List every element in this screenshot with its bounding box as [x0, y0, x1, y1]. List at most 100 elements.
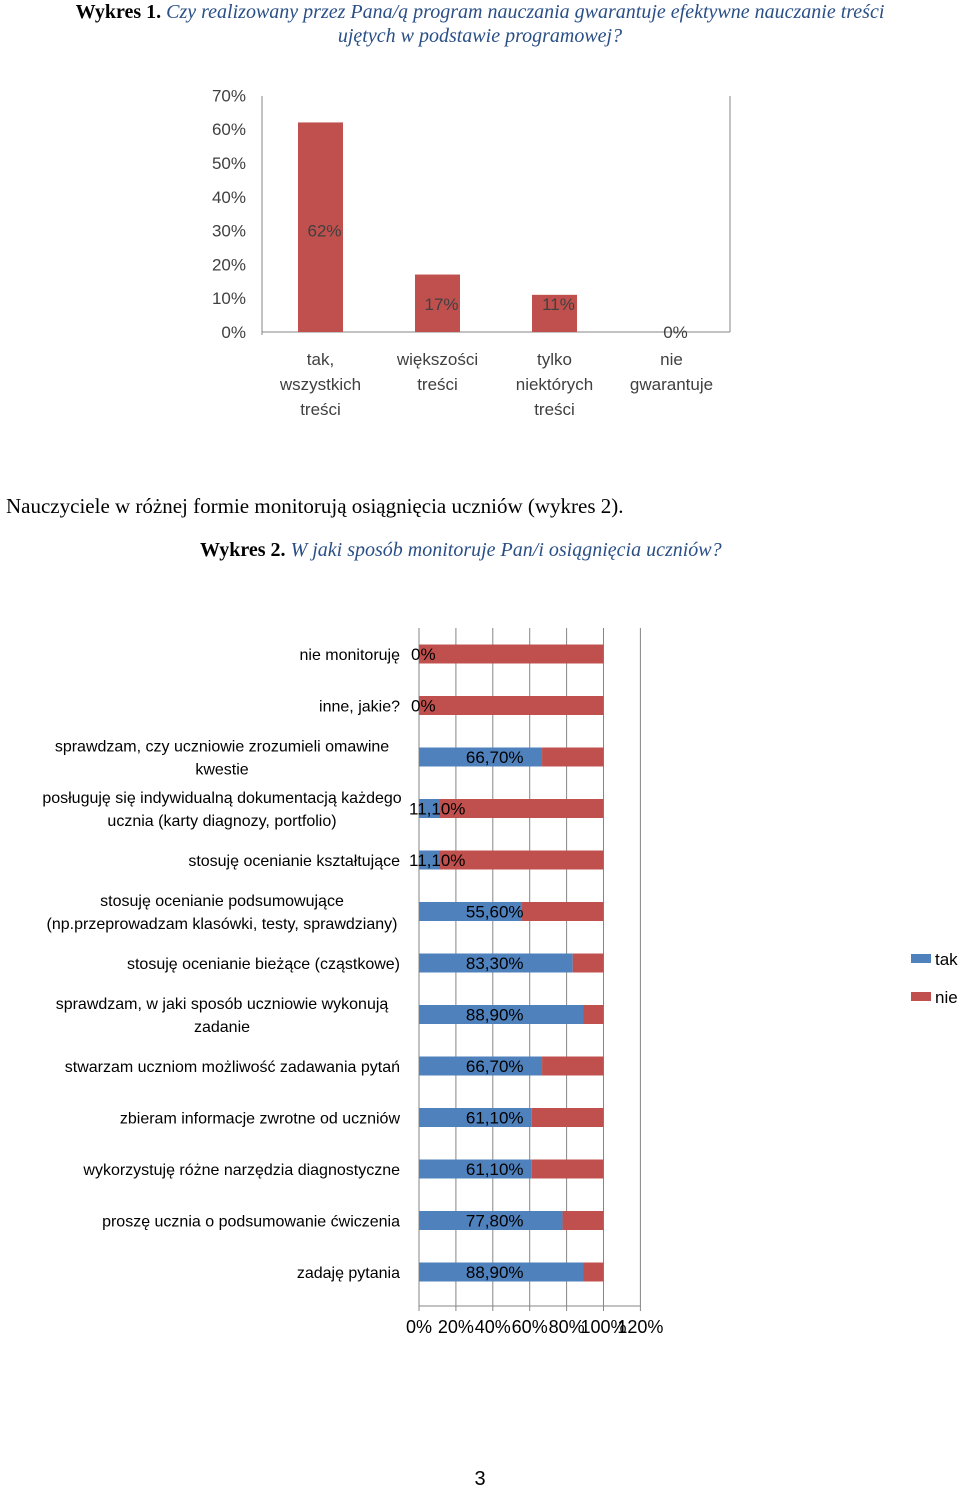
chart2-data-label: 55,60%	[466, 903, 524, 922]
chart2-bar-nie	[583, 1005, 604, 1024]
chart1-y-tick-label: 50%	[212, 154, 246, 173]
chart2-category-label: proszę ucznia o podsumowanie ćwiczenia	[102, 1214, 400, 1231]
caption2-prefix: Wykres 2.	[200, 539, 286, 561]
chart2-bar-nie	[542, 1056, 604, 1076]
chart2-x-tick-label: 120%	[617, 1317, 663, 1337]
chart1-bar	[298, 122, 343, 332]
chart2-data-label: 88,90%	[466, 1006, 524, 1025]
chart2-category-label: zadanie	[194, 1019, 250, 1036]
chart2-bar-tak	[419, 1108, 532, 1127]
chart2-bar-tak	[419, 953, 573, 973]
chart2-bar-tak	[419, 850, 440, 870]
chart2-bar-nie	[531, 1108, 604, 1127]
chart1-data-label: 62%	[307, 222, 341, 241]
chart2-x-tick-label: 100%	[580, 1317, 626, 1337]
caption2-text: W jaki sposób monitoruje Pan/i osiągnięc…	[290, 539, 722, 561]
chart2-data-label: 77,80%	[466, 1212, 524, 1231]
chart2-data-label: 66,70%	[466, 1057, 524, 1076]
chart1-category-label: tak,	[307, 350, 334, 369]
chart1-category-label: tylko	[537, 350, 572, 369]
chart2-data-label: 83,30%	[466, 954, 524, 973]
chart2-bar-nie	[583, 1262, 604, 1282]
chart2-category-label: stosuję ocenianie bieżące (cząstkowe)	[127, 956, 400, 973]
chart2-legend-label: nie	[935, 988, 958, 1007]
chart2-x-tick-label: 80%	[549, 1317, 585, 1337]
page-number: 3	[474, 1468, 486, 1490]
chart1-bar	[415, 274, 460, 332]
chart2-data-label: 61,10%	[466, 1160, 524, 1179]
chart2-data-label: 0%	[411, 697, 436, 716]
chart2-category-label: posługuję się indywidualną dokumentacją …	[42, 790, 401, 807]
chart2-category-label: stosuję ocenianie podsumowujące	[100, 893, 344, 910]
chart2-category-label: zbieram informacje zwrotne od uczniów	[120, 1111, 401, 1128]
chart2-data-label: 61,10%	[466, 1109, 524, 1128]
chart1-data-label: 0%	[663, 323, 688, 342]
caption1-prefix: Wykres 1.	[75, 1, 162, 23]
chart2-bar-tak	[419, 1211, 563, 1230]
chart1-category-label: wszystkich	[279, 375, 361, 394]
chart2-x-tick-label: 0%	[406, 1317, 432, 1337]
chart2-bar-nie	[572, 953, 604, 973]
chart2-bar-tak	[419, 747, 543, 767]
chart1-y-tick-label: 40%	[212, 188, 246, 207]
chart1-category-label: treści	[417, 375, 458, 394]
chart2-data-label: 11,10%	[409, 800, 465, 819]
chart2-data-label: 88,90%	[466, 1263, 524, 1282]
chart1-bar	[532, 294, 577, 332]
chart1-y-tick-label: 60%	[212, 120, 246, 139]
chart2-category-label: zadaję pytania	[297, 1265, 400, 1282]
chart2-data-label: 66,70%	[466, 748, 524, 767]
chart1-category-label: treści	[534, 400, 575, 419]
chart2-bar-nie	[439, 799, 604, 818]
chart2-bar-nie	[562, 1211, 604, 1230]
chart1-data-label: 17%	[424, 295, 458, 314]
chart1-data-label: 11%	[542, 295, 575, 314]
chart1-svg: 70% 60% 50% 40% 30% 20% 10% 0% 62% tak, wszystkich…	[212, 86, 731, 419]
chart2-bar-tak	[419, 1159, 532, 1179]
chart2-data-label: 0%	[411, 645, 436, 664]
chart2-category-label: kwestie	[195, 762, 248, 779]
caption1-line1: Czy realizowany przez Pana/ą program nau…	[166, 1, 885, 23]
chart2-x-tick-label: 60%	[512, 1317, 548, 1337]
chart2-bar-nie	[531, 1159, 604, 1179]
chart1-category-label: większości	[396, 350, 478, 369]
chart2-svg: 0% 20% 40% 60% 80%100%120% 0% nie monitoruję 0%…	[42, 628, 958, 1337]
chart1-y-tick-label: 30%	[212, 222, 246, 241]
chart1-y-tick-label: 10%	[212, 289, 246, 308]
chart1-y-tick-label: 0%	[221, 323, 246, 342]
chart2-category-label: sprawdzam, w jaki sposób uczniowie wykon…	[56, 996, 389, 1013]
chart2-legend-swatch	[911, 992, 931, 1001]
intro-paragraph: Nauczyciele w różnej formie monitorują o…	[6, 494, 624, 518]
chart2-bar-nie	[439, 850, 604, 870]
chart2-category-label: stwarzam uczniom możliwość zadawania pyt…	[65, 1059, 400, 1076]
chart2-legend-label: tak	[935, 950, 958, 969]
chart2-category-label: ucznia (karty diagnozy, portfolio)	[107, 813, 336, 830]
chart2-legend-swatch	[911, 954, 931, 963]
chart1-category-label: treści	[300, 400, 341, 419]
chart2-category-label: nie monitoruję	[300, 647, 401, 664]
chart1-category-label: niektórych	[516, 375, 593, 394]
chart2-bar-tak	[419, 1056, 543, 1076]
chart1-y-tick-label: 70%	[212, 86, 246, 105]
chart1-category-label: nie	[660, 350, 683, 369]
chart2-bar-nie	[419, 696, 604, 715]
chart1-caption: Wykres 1. Czy realizowany przez Pana/ą p…	[0, 0, 960, 48]
chart2-caption: Wykres 2. W jaki sposób monitoruje Pan/i…	[200, 538, 722, 562]
chart2-category-label: stosuję ocenianie kształtujące	[188, 853, 400, 870]
chart2-bar-nie	[521, 902, 604, 921]
chart2-bar-nie	[542, 747, 604, 767]
caption1-line2: ujętych w podstawie programowej?	[337, 25, 623, 47]
chart2-category-label: wykorzystuję różne narzędzia diagnostycz…	[82, 1162, 400, 1179]
chart2-data-label: 11,10%	[409, 851, 465, 870]
chart2-x-tick-label: 20%	[438, 1317, 474, 1337]
chart2-x-tick-label: 40%	[475, 1317, 511, 1337]
chart2-bar-nie	[419, 644, 604, 664]
chart1-category-label: gwarantuje	[630, 375, 713, 394]
chart2-bar-tak	[419, 799, 440, 818]
chart2-category-label: inne, jakie?	[319, 699, 400, 716]
chart2-bar-tak	[419, 1262, 584, 1282]
chart2-category-label: (np.przeprowadzam klasówki, testy, spraw…	[47, 916, 398, 933]
chart2-bar-tak	[419, 902, 522, 921]
chart1-y-tick-label: 20%	[212, 255, 246, 274]
chart2-bar-tak	[419, 1005, 584, 1024]
